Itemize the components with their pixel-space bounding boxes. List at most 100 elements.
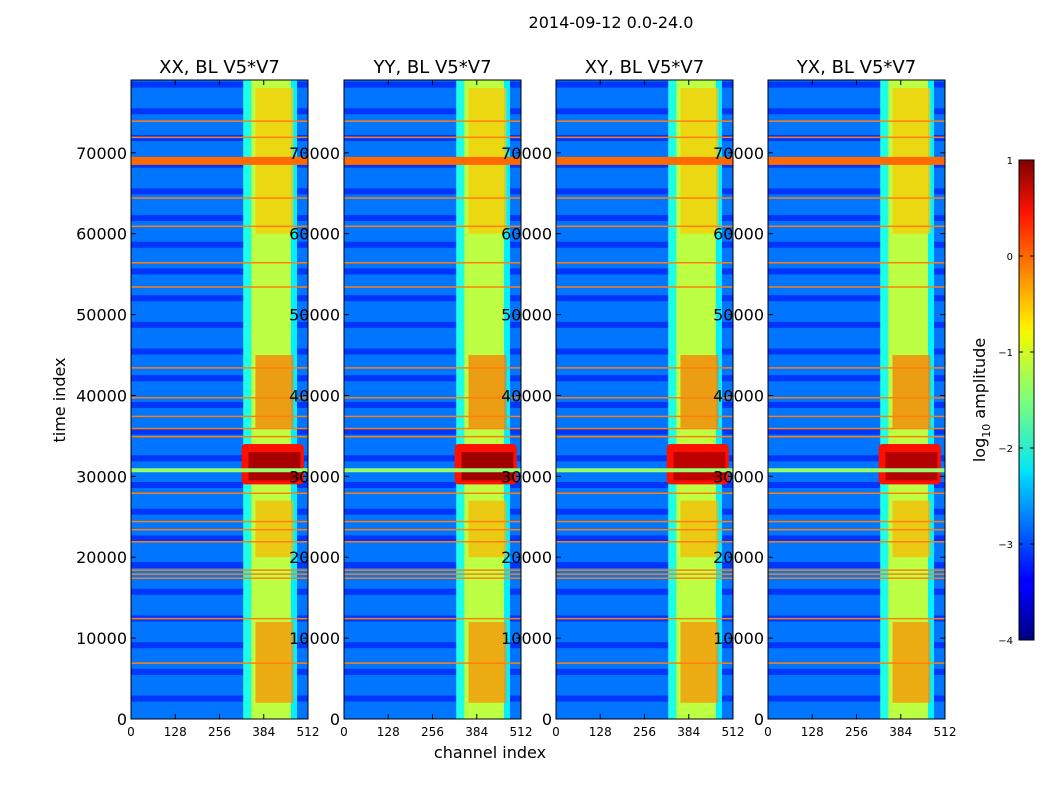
background-stripe bbox=[131, 428, 308, 435]
background-stripe bbox=[556, 562, 733, 569]
burst-line bbox=[344, 468, 521, 473]
flagged-line bbox=[768, 577, 945, 579]
background-stripe bbox=[768, 588, 945, 595]
background-stripe bbox=[556, 375, 733, 382]
background-stripe bbox=[768, 508, 945, 515]
background-stripe bbox=[556, 268, 733, 275]
colorbar-tick-label: 0 bbox=[1007, 252, 1013, 263]
background-stripe bbox=[768, 108, 945, 115]
flagged-line bbox=[131, 577, 308, 579]
flagged-line bbox=[131, 435, 308, 438]
flagged-line bbox=[768, 573, 945, 575]
flagged-line bbox=[131, 541, 308, 543]
flagged-line bbox=[556, 415, 733, 418]
x-axis-label: channel index bbox=[434, 743, 546, 762]
background-stripe bbox=[556, 482, 733, 489]
x-tick-label: 384 bbox=[889, 725, 912, 739]
flagged-line bbox=[344, 492, 521, 495]
flagged-line bbox=[131, 569, 308, 571]
flagged-line bbox=[556, 520, 733, 523]
flagged-line bbox=[344, 520, 521, 523]
panels: XX, BL V5*V7 0 10000 20000 30000 40000 50000 60… bbox=[76, 57, 956, 739]
burst-core bbox=[461, 452, 514, 481]
y-tick-label: 70000 bbox=[76, 144, 127, 163]
y-tick-label: 30000 bbox=[76, 467, 127, 486]
flagged-line bbox=[556, 528, 733, 531]
y-tick-label: 10000 bbox=[713, 629, 764, 648]
background-stripe bbox=[344, 428, 521, 435]
background-stripe bbox=[556, 455, 733, 462]
panel-title: YY, BL V5*V7 bbox=[372, 57, 491, 78]
flagged-line bbox=[556, 225, 733, 228]
background-stripe bbox=[344, 348, 521, 355]
background-stripe bbox=[768, 535, 945, 542]
flagged-line bbox=[131, 225, 308, 228]
colorbar-tick-label: −4 bbox=[998, 636, 1013, 647]
burst-core bbox=[885, 452, 938, 481]
x-tick-label: 128 bbox=[801, 725, 824, 739]
x-tick-label: 512 bbox=[934, 725, 957, 739]
background-stripe bbox=[768, 401, 945, 408]
y-tick-label: 0 bbox=[330, 710, 340, 729]
heatmap-2 bbox=[344, 80, 521, 719]
y-tick-label: 10000 bbox=[76, 629, 127, 648]
y-tick-label: 40000 bbox=[713, 386, 764, 405]
background-stripe bbox=[131, 108, 308, 115]
background-stripe bbox=[768, 215, 945, 222]
background-stripe bbox=[131, 455, 308, 462]
x-tick-label: 512 bbox=[297, 725, 320, 739]
panel-2: YY, BL V5*V7 0 10000 20000 30000 40000 50000 60… bbox=[289, 57, 532, 739]
background-stripe bbox=[768, 562, 945, 569]
y-tick-label: 60000 bbox=[713, 225, 764, 244]
colorbar-label: log10 amplitude bbox=[970, 338, 993, 462]
x-tick-label: 128 bbox=[377, 725, 400, 739]
flagged-line bbox=[768, 397, 945, 399]
burst-line bbox=[556, 468, 733, 473]
x-tick-label: 0 bbox=[340, 725, 348, 739]
background-stripe bbox=[768, 241, 945, 248]
background-stripe bbox=[131, 295, 308, 302]
background-stripe bbox=[344, 268, 521, 275]
flagged-line bbox=[768, 120, 945, 122]
flagged-line bbox=[131, 397, 308, 399]
background-stripe bbox=[344, 535, 521, 542]
y-tick-label: 50000 bbox=[289, 306, 340, 325]
flagged-line bbox=[556, 577, 733, 579]
band-edge bbox=[503, 80, 510, 719]
colorbar-tick-label: −3 bbox=[998, 540, 1013, 551]
background-stripe bbox=[344, 455, 521, 462]
background-stripe bbox=[344, 588, 521, 595]
flagged-line bbox=[344, 541, 521, 543]
x-tick-label: 512 bbox=[722, 725, 745, 739]
y-tick-label: 50000 bbox=[76, 306, 127, 325]
background-stripe bbox=[768, 642, 945, 649]
y-tick-label: 0 bbox=[117, 710, 127, 729]
flagged-line bbox=[768, 520, 945, 523]
y-tick-label: 60000 bbox=[76, 225, 127, 244]
colorbar-label-base: log bbox=[970, 438, 989, 462]
flagged-line bbox=[768, 367, 945, 369]
background-stripe bbox=[344, 508, 521, 515]
flagged-line bbox=[344, 120, 521, 122]
flagged-line bbox=[131, 573, 308, 575]
flagged-line bbox=[768, 492, 945, 495]
flagged-line bbox=[131, 662, 308, 664]
background-stripe bbox=[768, 455, 945, 462]
flagged-line bbox=[344, 397, 521, 399]
flagged-line bbox=[556, 367, 733, 369]
background-stripe bbox=[344, 642, 521, 649]
flagged-line bbox=[768, 261, 945, 264]
background-stripe bbox=[131, 241, 308, 248]
x-tick-label: 256 bbox=[421, 725, 444, 739]
flagged-line bbox=[344, 415, 521, 418]
flagged-line bbox=[768, 286, 945, 288]
background-stripe bbox=[131, 348, 308, 355]
background-stripe bbox=[344, 321, 521, 328]
flagged-line bbox=[556, 492, 733, 495]
panel-title: XX, BL V5*V7 bbox=[159, 57, 280, 78]
background-stripe bbox=[131, 562, 308, 569]
panel-title: YX, BL V5*V7 bbox=[796, 57, 916, 78]
flagged-band bbox=[556, 156, 733, 165]
background-stripe bbox=[768, 268, 945, 275]
